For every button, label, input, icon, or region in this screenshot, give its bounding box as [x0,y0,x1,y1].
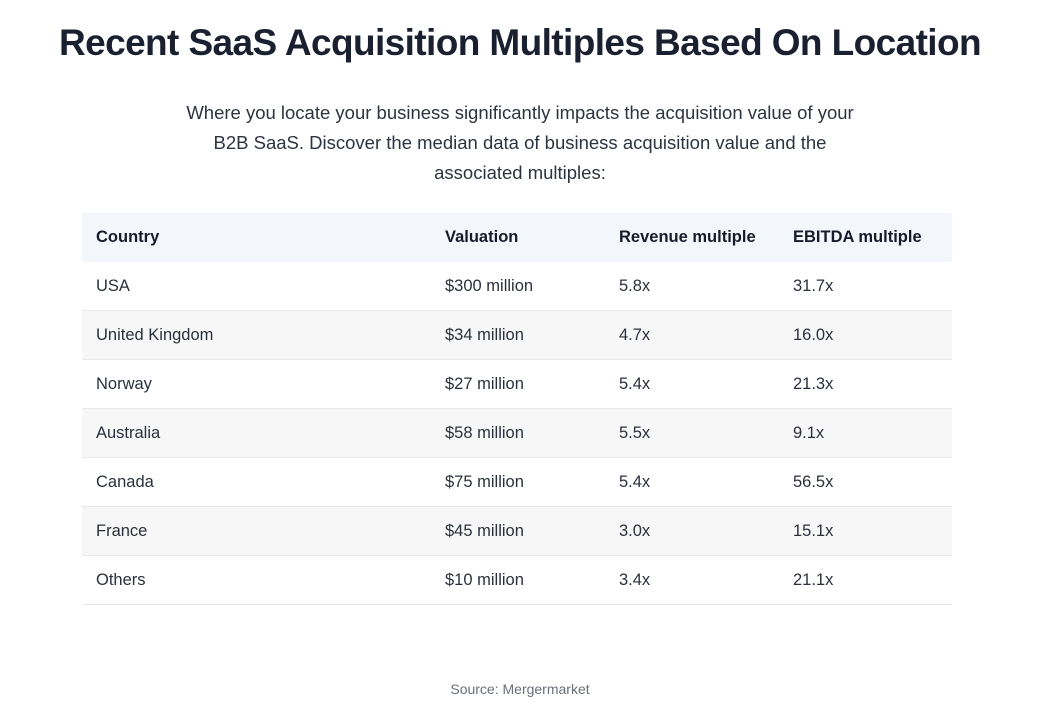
cell-ebitda-multiple: 9.1x [779,408,952,458]
table-row: Others $10 million 3.4x 21.1x [82,555,952,605]
multiples-table: Country Valuation Revenue multiple EBITD… [82,213,952,605]
table-body: USA $300 million 5.8x 31.7x United Kingd… [82,262,952,605]
cell-ebitda-multiple: 56.5x [779,457,952,507]
column-header-valuation: Valuation [431,213,605,262]
cell-valuation: $58 million [431,408,605,458]
cell-valuation: $45 million [431,506,605,556]
cell-revenue-multiple: 4.7x [605,310,779,360]
cell-valuation: $10 million [431,555,605,605]
cell-ebitda-multiple: 15.1x [779,506,952,556]
cell-country: USA [82,262,431,311]
column-header-ebitda-multiple: EBITDA multiple [779,213,952,262]
cell-country: Australia [82,408,431,458]
table-row: Norway $27 million 5.4x 21.3x [82,359,952,409]
cell-ebitda-multiple: 31.7x [779,262,952,311]
column-header-revenue-multiple: Revenue multiple [605,213,779,262]
table-row: United Kingdom $34 million 4.7x 16.0x [82,310,952,360]
cell-country: Others [82,555,431,605]
cell-revenue-multiple: 3.0x [605,506,779,556]
cell-ebitda-multiple: 21.1x [779,555,952,605]
table-row: USA $300 million 5.8x 31.7x [82,262,952,311]
table-row: France $45 million 3.0x 15.1x [82,506,952,556]
cell-valuation: $300 million [431,262,605,311]
cell-valuation: $34 million [431,310,605,360]
cell-revenue-multiple: 5.4x [605,359,779,409]
cell-revenue-multiple: 5.5x [605,408,779,458]
column-header-country: Country [82,213,431,262]
cell-valuation: $75 million [431,457,605,507]
cell-country: United Kingdom [82,310,431,360]
intro-paragraph: Where you locate your business significa… [186,102,854,183]
cell-country: Canada [82,457,431,507]
cell-valuation: $27 million [431,359,605,409]
table-row: Australia $58 million 5.5x 9.1x [82,408,952,458]
page-title: Recent SaaS Acquisition Multiples Based … [59,22,982,63]
source-caption: Source: Mergermarket [450,681,590,697]
cell-revenue-multiple: 5.4x [605,457,779,507]
multiples-table-container: Country Valuation Revenue multiple EBITD… [82,213,952,605]
cell-ebitda-multiple: 16.0x [779,310,952,360]
table-header-row: Country Valuation Revenue multiple EBITD… [82,213,952,262]
cell-revenue-multiple: 3.4x [605,555,779,605]
table-header: Country Valuation Revenue multiple EBITD… [82,213,952,262]
cell-country: France [82,506,431,556]
cell-revenue-multiple: 5.8x [605,262,779,311]
cell-ebitda-multiple: 21.3x [779,359,952,409]
cell-country: Norway [82,359,431,409]
table-row: Canada $75 million 5.4x 56.5x [82,457,952,507]
